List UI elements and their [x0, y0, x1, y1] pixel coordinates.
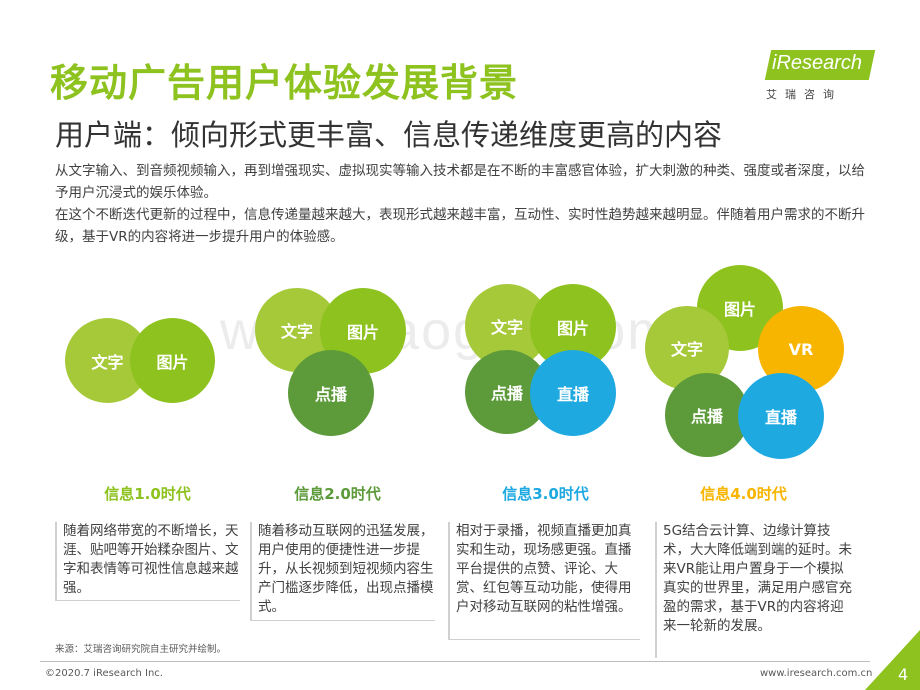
intro-paragraph-2: 在这个不断迭代更新的过程中，信息传递量越来越大，表现形式越来越丰富，互动性、实时… — [55, 207, 865, 245]
iresearch-logo: iResearch 艾瑞咨询 — [760, 50, 876, 101]
era-3-underline — [448, 639, 640, 640]
copyright: ©2020.7 iResearch Inc. — [45, 668, 163, 679]
era-3-title: 信息3.0时代 — [502, 485, 589, 503]
era-1-title: 信息1.0时代 — [104, 485, 191, 503]
era-3-description: 相对于录播，视频直播更加真实和生动，现场感更强。直播平台提供的点赞、评论、大赏、… — [448, 522, 640, 639]
circle-vod: 点播 — [665, 373, 749, 457]
intro-paragraph-1: 从文字输入、到音频视频输入，再到增强现实、虚拟现实等输入技术都是在不断的丰富感官… — [55, 163, 865, 201]
era-2-description: 随着移动互联网的迅猛发展，用户使用的便捷性进一步提升，从长视频到短视频内容生产门… — [250, 522, 435, 620]
era-2-underline — [250, 620, 435, 621]
era-2-title: 信息2.0时代 — [294, 485, 381, 503]
era-1-underline — [55, 600, 240, 601]
era-3-description-text: 相对于录播，视频直播更加真实和生动，现场感更强。直播平台提供的点赞、评论、大赏、… — [456, 523, 632, 615]
corner-decoration — [865, 630, 920, 690]
era-4-description: 5G结合云计算、边缘计算技术，大大降低端到端的延时。未来VR能让用户置身于一个模… — [655, 522, 855, 658]
intro-text: 从文字输入、到音频视频输入，再到增强现实、虚拟现实等输入技术都是在不断的丰富感官… — [55, 160, 875, 248]
logo-text: iResearch — [772, 52, 863, 74]
circle-vod: 点播 — [288, 350, 374, 436]
page-number: 4 — [898, 665, 909, 684]
era-2-description-text: 随着移动互联网的迅猛发展，用户使用的便捷性进一步提升，从长视频到短视频内容生产门… — [258, 523, 434, 615]
page-title: 移动广告用户体验发展背景 — [50, 61, 519, 105]
page-subtitle: 用户端：倾向形式更丰富、信息传递维度更高的内容 — [55, 118, 723, 152]
era-4-title: 信息4.0时代 — [700, 485, 787, 503]
era-1-description: 随着网络带宽的不断增长，天涯、贴吧等开始糅杂图片、文字和表情等可视性信息越来越强… — [55, 522, 240, 600]
website-link[interactable]: www.iresearch.com.cn — [760, 668, 873, 679]
circle-image: 图片 — [130, 318, 215, 403]
circle-live: 直播 — [530, 350, 616, 436]
footer-divider — [40, 661, 870, 662]
logo-cn-text: 艾瑞咨询 — [766, 88, 842, 101]
era-1-description-text: 随着网络带宽的不断增长，天涯、贴吧等开始糅杂图片、文字和表情等可视性信息越来越强… — [63, 523, 239, 596]
source-note: 来源：艾瑞咨询研究院自主研究并绘制。 — [55, 644, 227, 655]
circle-live: 直播 — [738, 373, 824, 459]
era-4-description-text: 5G结合云计算、边缘计算技术，大大降低端到端的延时。未来VR能让用户置身于一个模… — [663, 523, 852, 634]
